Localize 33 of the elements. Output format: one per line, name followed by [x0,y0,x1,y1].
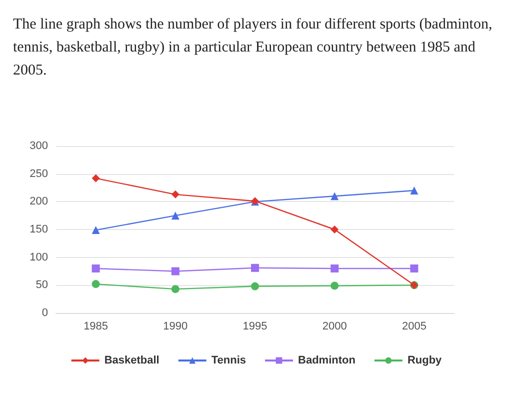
point [410,264,418,272]
point [330,264,339,272]
y-tick-label: 0 [42,307,48,319]
point [92,264,100,272]
y-tick-label: 300 [30,140,48,152]
y-tick-label: 150 [30,224,48,236]
point [330,192,339,200]
x-tick-label: 1990 [163,320,188,332]
point [251,282,259,290]
legend-label: Basketball [104,354,160,366]
point [92,226,100,234]
point [92,280,100,288]
y-tick-label: 250 [30,168,48,180]
legend-label: Rugby [407,354,443,366]
point [330,226,339,234]
y-tick-label: 200 [30,196,48,208]
point [171,267,180,276]
x-tick-label: 1995 [242,320,268,332]
point [92,174,100,182]
point [251,264,259,272]
x-tick-label: 2005 [402,320,426,332]
point [171,285,180,294]
y-tick-label: 50 [36,279,48,292]
point [171,212,180,220]
y-tick-label: 100 [30,251,48,264]
x-tick-label: 2000 [322,320,347,332]
chart-title: The line graph shows the number of players in four different sports (badminton, tennis, basketball, rugby) in a particular European country between 1985 and 2005. [13,16,496,78]
point [171,190,180,198]
legend-label: Badminton [298,354,356,366]
point [330,282,339,290]
point [410,186,418,195]
legend-label: Tennis [211,354,246,366]
x-tick-label: 1985 [84,320,108,332]
